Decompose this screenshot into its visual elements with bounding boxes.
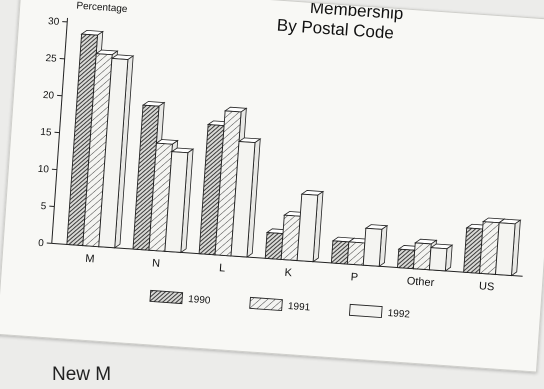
bar-front xyxy=(428,247,448,272)
x-tick-label: Other xyxy=(406,275,435,289)
bar xyxy=(98,54,135,249)
bar-front xyxy=(230,141,256,258)
bar xyxy=(495,218,522,277)
caption-text: New M xyxy=(52,364,112,385)
legend-item: 1991 xyxy=(249,296,311,314)
bar-front xyxy=(98,57,129,249)
x-tick-label: P xyxy=(350,271,358,283)
y-tick-label: 30 xyxy=(48,16,60,28)
x-tick-label: M xyxy=(85,253,95,266)
x-axis-labels: M N L K P Other US xyxy=(85,253,495,294)
bar-front xyxy=(346,241,366,266)
bar xyxy=(428,243,454,272)
y-tick-label: 10 xyxy=(37,164,49,176)
bar-front xyxy=(330,240,350,265)
y-tick-label: 20 xyxy=(43,90,55,102)
bar-front xyxy=(164,151,189,253)
bar-front xyxy=(412,242,432,271)
bar-front xyxy=(264,231,284,260)
bar-front xyxy=(362,227,383,267)
bar xyxy=(230,137,262,258)
legend: 1990 1991 1992 xyxy=(149,289,411,321)
legend-swatch xyxy=(348,303,383,319)
y-tick-label: 5 xyxy=(40,201,47,212)
y-axis-label: Percentage xyxy=(76,1,128,16)
legend-swatch xyxy=(149,289,184,305)
legend-label: 1991 xyxy=(288,301,311,314)
legend-item: 1990 xyxy=(149,289,211,307)
x-tick-label: N xyxy=(152,257,161,270)
bar xyxy=(362,224,389,268)
y-tick-label: 25 xyxy=(45,53,57,65)
y-tick-label: 0 xyxy=(38,238,45,249)
legend-item: 1992 xyxy=(348,303,411,321)
bar xyxy=(296,190,325,263)
y-axis-ticks: 0 5 10 15 20 25 30 xyxy=(37,16,68,249)
bar-front xyxy=(495,222,516,277)
y-tick-label: 15 xyxy=(40,127,52,139)
bar xyxy=(164,147,195,254)
legend-label: 1990 xyxy=(188,294,211,307)
legend-label: 1992 xyxy=(387,308,410,321)
x-tick-label: K xyxy=(284,267,293,280)
bars xyxy=(66,30,522,277)
x-tick-label: L xyxy=(219,262,226,274)
x-tick-label: US xyxy=(479,280,495,293)
y-axis-line xyxy=(51,17,69,244)
bar-chart: Membership By Postal Code Percentage 051… xyxy=(37,0,523,321)
bar-front xyxy=(296,193,319,263)
bar-front xyxy=(396,248,416,270)
legend-swatch xyxy=(249,296,283,312)
